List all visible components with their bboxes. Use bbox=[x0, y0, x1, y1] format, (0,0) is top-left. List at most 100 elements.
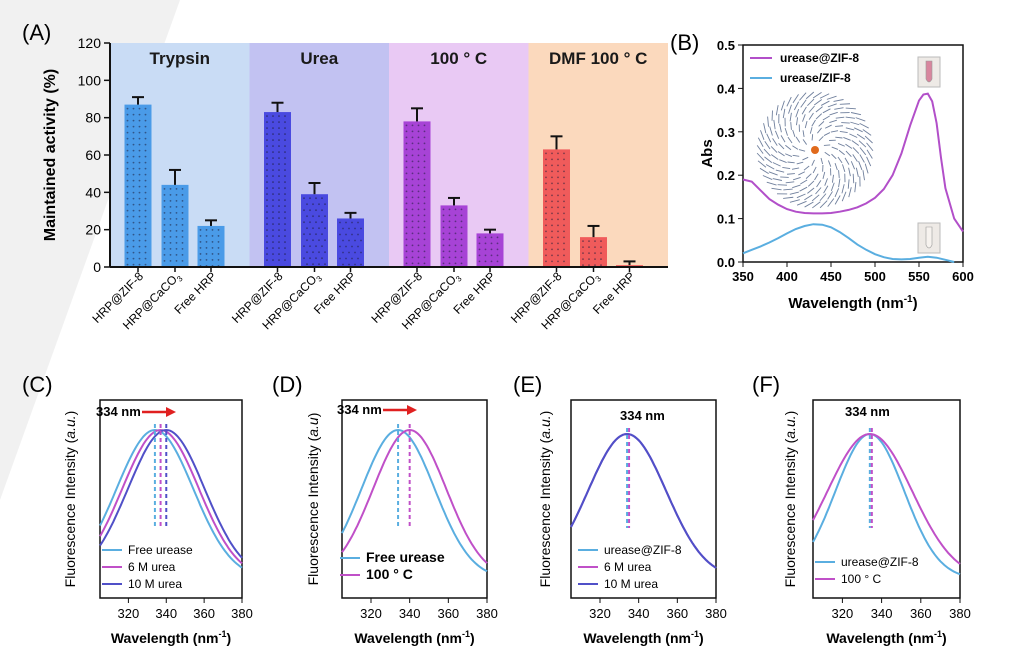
bar bbox=[264, 112, 291, 267]
bar-texture-dot bbox=[138, 191, 141, 194]
bar-texture-dot bbox=[278, 157, 280, 159]
structure-bond bbox=[844, 157, 850, 165]
bar-texture-dot bbox=[557, 194, 559, 197]
bar-texture-dot bbox=[199, 235, 202, 237]
y-axis-label: Fluorescence Intensity (a.u.) bbox=[782, 411, 798, 588]
x-axis-label: Wavelength (nm-1) bbox=[826, 629, 946, 646]
x-tick-label: 360 bbox=[437, 606, 459, 621]
bar-texture-dot bbox=[205, 241, 208, 243]
bar-texture-dot bbox=[272, 241, 274, 243]
bar-texture-dot bbox=[138, 137, 141, 140]
bar-texture-dot bbox=[484, 242, 487, 245]
structure-bond bbox=[866, 149, 873, 159]
bar-texture-dot bbox=[278, 151, 280, 153]
bar-texture-dot bbox=[417, 178, 420, 181]
bar-texture-dot bbox=[144, 179, 147, 182]
bar-texture-dot bbox=[354, 251, 356, 254]
legend-entry: urease@ZIF-8 bbox=[780, 51, 859, 65]
structure-bond bbox=[764, 141, 771, 150]
structure-bond bbox=[819, 93, 830, 99]
bar-texture-dot bbox=[484, 254, 487, 257]
bar-texture-dot bbox=[126, 143, 129, 146]
bar-texture-dot bbox=[284, 181, 286, 183]
structure-bond bbox=[848, 167, 851, 177]
bar-texture-dot bbox=[181, 217, 184, 220]
panel-f: (F) 320 340 360 380 334 nm urease@ZIF-8 100 ° C… bbox=[752, 372, 971, 646]
bar-texture-dot bbox=[417, 190, 420, 193]
structure-bond bbox=[775, 105, 779, 116]
structure-bond bbox=[866, 156, 872, 167]
legend-entry: Free urease bbox=[128, 543, 193, 557]
bar-texture-dot bbox=[205, 253, 208, 255]
bar-texture-dot bbox=[551, 254, 553, 257]
bar-texture-dot bbox=[417, 154, 420, 157]
structure-bond bbox=[819, 193, 827, 202]
bar-texture-dot bbox=[284, 217, 286, 219]
structure-bond bbox=[770, 146, 778, 153]
bar-texture-dot bbox=[563, 242, 565, 245]
bar-texture-dot bbox=[405, 220, 408, 223]
bar-texture-dot bbox=[405, 232, 408, 235]
bar-texture-dot bbox=[266, 211, 268, 213]
structure-bond bbox=[773, 119, 776, 130]
bar-texture-dot bbox=[318, 215, 320, 218]
structure-bond bbox=[864, 163, 869, 174]
series-line bbox=[99, 428, 243, 569]
legend-entry: urease/ZIF-8 bbox=[780, 71, 851, 85]
bar-texture-dot bbox=[411, 256, 414, 259]
structure-bond bbox=[811, 119, 816, 127]
bar-texture-dot bbox=[266, 223, 268, 225]
structure-bond bbox=[782, 166, 791, 169]
bar-texture-dot bbox=[266, 127, 268, 129]
bar-texture-dot bbox=[417, 214, 420, 217]
bar-texture-dot bbox=[217, 241, 220, 243]
bar-texture-dot bbox=[405, 172, 408, 175]
bar-texture-dot bbox=[551, 152, 553, 155]
zif8-structure-image bbox=[756, 91, 874, 209]
bar-texture-dot bbox=[551, 212, 553, 215]
series-line bbox=[812, 432, 961, 576]
bar-texture-dot bbox=[405, 190, 408, 193]
bar-texture-dot bbox=[284, 175, 286, 177]
bar-texture-dot bbox=[442, 214, 445, 217]
bar-texture-dot bbox=[144, 143, 147, 146]
bar-texture-dot bbox=[284, 253, 286, 255]
bar-texture-dot bbox=[126, 125, 129, 128]
bar-texture-dot bbox=[454, 208, 457, 211]
bar-texture-dot bbox=[266, 157, 268, 159]
bar-texture-dot bbox=[217, 235, 220, 237]
structure-bond bbox=[786, 96, 792, 107]
shift-arrow-head bbox=[166, 407, 176, 417]
bar-texture-dot bbox=[144, 233, 147, 236]
bar-texture-dot bbox=[496, 242, 499, 245]
bar-texture-dot bbox=[460, 238, 463, 241]
bar-texture-dot bbox=[321, 221, 323, 224]
bar-texture-dot bbox=[266, 229, 268, 231]
structure-bond bbox=[838, 149, 845, 156]
bar-texture-dot bbox=[199, 241, 202, 243]
bar-texture-dot bbox=[545, 224, 547, 227]
bar-texture-dot bbox=[169, 229, 172, 232]
bar-texture-dot bbox=[278, 259, 280, 261]
bar-texture-dot bbox=[272, 163, 274, 165]
structure-bond bbox=[835, 116, 845, 119]
bar-texture-dot bbox=[411, 178, 414, 181]
structure-bond bbox=[795, 136, 801, 143]
bar-texture-dot bbox=[126, 257, 129, 260]
bar-texture-dot bbox=[545, 242, 547, 245]
y-axis-label: Fluorescence Intensity (a.u.) bbox=[537, 411, 553, 588]
bar-texture-dot bbox=[417, 208, 420, 211]
bar-texture-dot bbox=[278, 121, 280, 123]
bar-texture-dot bbox=[312, 215, 314, 218]
bar-texture-dot bbox=[309, 257, 311, 260]
bar-texture-dot bbox=[144, 227, 147, 230]
x-axis-label: Wavelength (nm-1) bbox=[111, 629, 231, 646]
structure-bond bbox=[831, 146, 839, 150]
x-tick-label: 340 bbox=[871, 606, 893, 621]
bar-texture-dot bbox=[411, 124, 414, 127]
bar-texture-dot bbox=[266, 181, 268, 183]
bar-texture-dot bbox=[284, 229, 286, 231]
structure-bond bbox=[790, 122, 792, 130]
bar-texture-dot bbox=[354, 263, 356, 266]
